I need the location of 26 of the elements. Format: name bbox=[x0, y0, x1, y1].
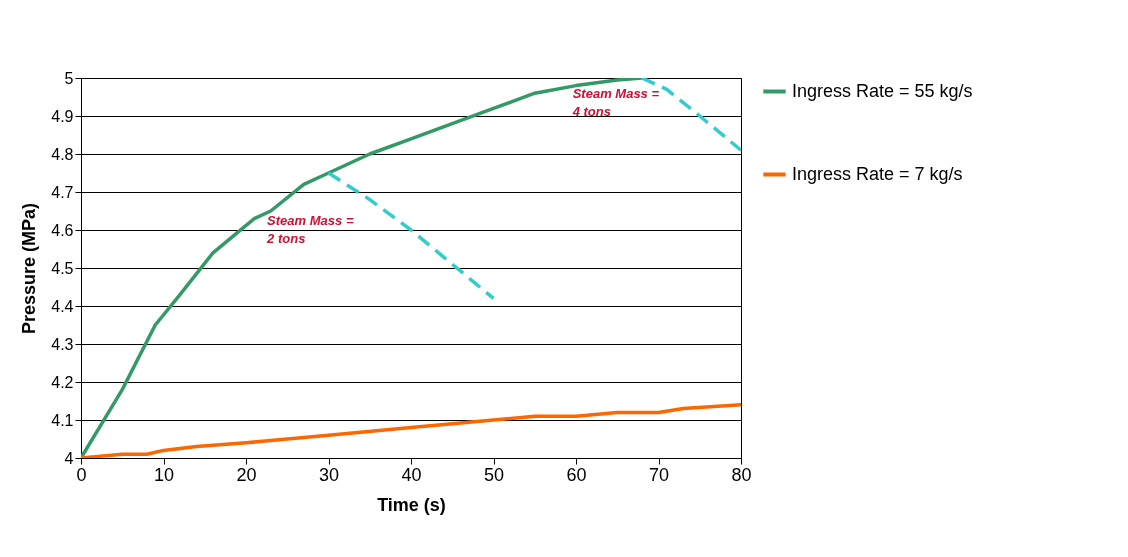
x-tick-label: 0 bbox=[76, 464, 87, 485]
x-tick-label: 40 bbox=[401, 464, 422, 485]
x-tick-label: 20 bbox=[236, 464, 257, 485]
annotation: Steam Mass = 4 tons bbox=[571, 85, 660, 119]
annotation: Steam Mass = 2 tons bbox=[266, 212, 354, 246]
y-tick-label: 4.5 bbox=[51, 259, 74, 277]
y-tick-label: 4.8 bbox=[51, 145, 74, 163]
y-tick-label: 4.2 bbox=[51, 373, 74, 391]
x-tick-label: 50 bbox=[483, 464, 505, 485]
y-tick-label: 4.4 bbox=[51, 297, 74, 315]
x-tick-label: 30 bbox=[318, 464, 340, 485]
y-tick-label: 4.6 bbox=[51, 221, 74, 239]
legend-label: Ingress Rate = 7 kg/s bbox=[792, 163, 963, 184]
x-tick-label: 10 bbox=[153, 464, 175, 485]
x-axis-title: Time (s) bbox=[377, 494, 446, 515]
y-tick-label: 5 bbox=[64, 69, 74, 87]
y-tick-label: 4.3 bbox=[51, 335, 74, 353]
x-tick-label: 60 bbox=[566, 464, 587, 485]
y-tick-label: 4.1 bbox=[51, 411, 74, 429]
x-tick-label: 80 bbox=[731, 464, 752, 485]
y-tick-label: 4 bbox=[64, 449, 74, 467]
legend-label: Ingress Rate = 55 kg/s bbox=[792, 80, 973, 101]
x-tick-label: 70 bbox=[648, 464, 670, 485]
y-tick-label: 4.7 bbox=[51, 183, 74, 201]
y-tick-label: 4.9 bbox=[51, 107, 74, 125]
y-axis-title: Pressure (MPa) bbox=[19, 202, 40, 335]
